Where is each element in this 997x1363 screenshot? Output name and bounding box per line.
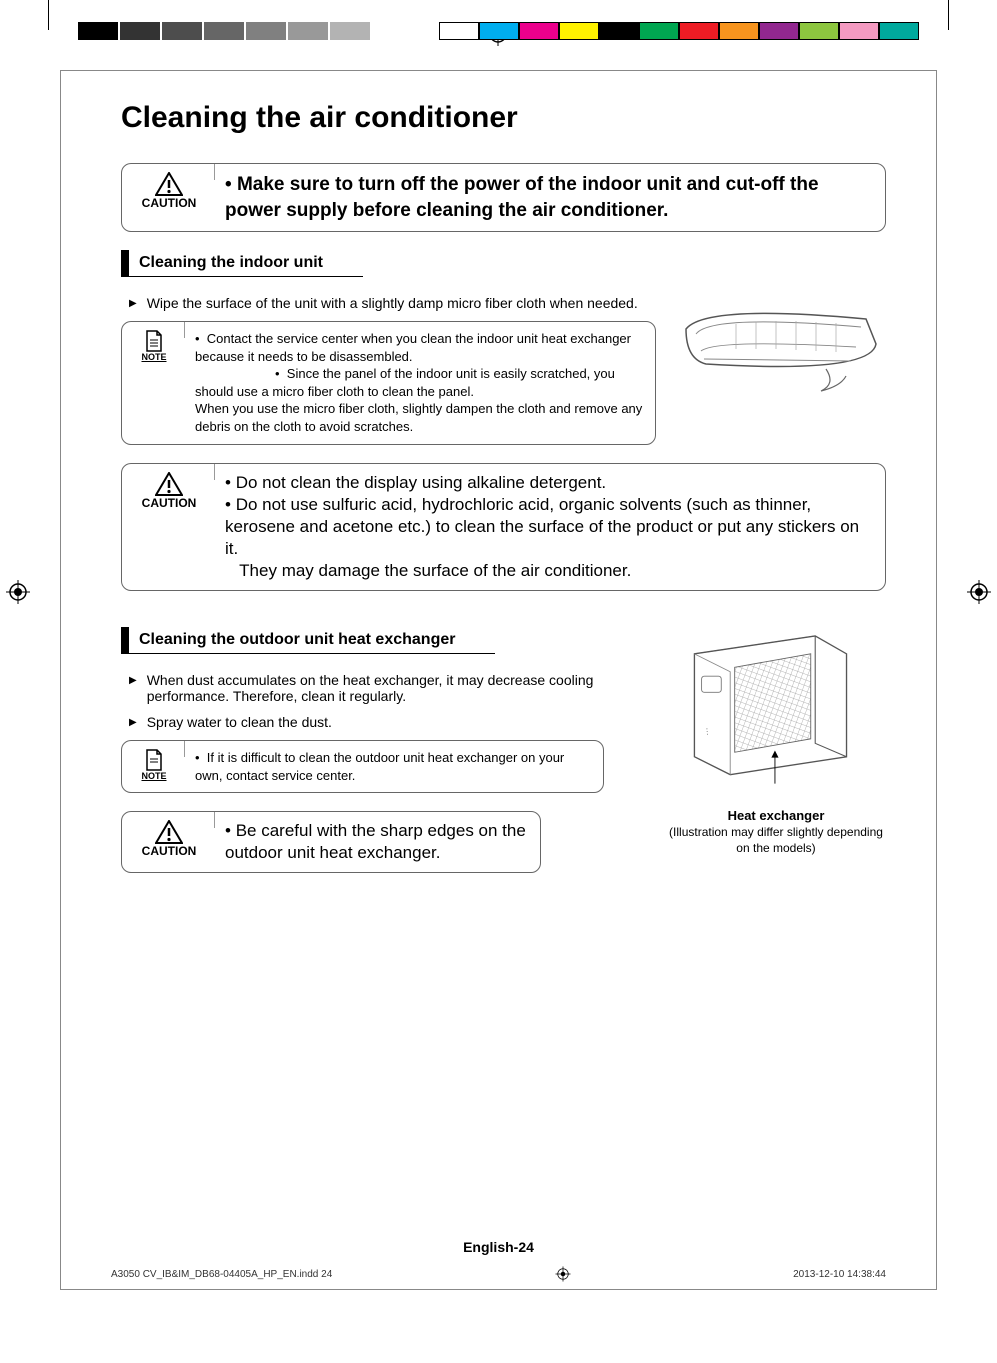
crop-mark: [48, 0, 49, 30]
bullet-text: Wipe the surface of the unit with a slig…: [147, 295, 638, 311]
note-icon: [144, 330, 164, 352]
section2-text-col: Cleaning the outdoor unit heat exchanger…: [121, 627, 646, 891]
warning-icon: [155, 472, 183, 496]
registration-mark-icon: [6, 580, 30, 604]
note-text: If it is difficult to clean the outdoor …: [195, 750, 564, 783]
note-label-text: NOTE: [141, 352, 166, 362]
note-icon: [144, 749, 164, 771]
caution-label: CAUTION: [134, 172, 204, 210]
caption-text: (Illustration may differ slightly depend…: [669, 825, 883, 855]
bullet-wipe-surface: Wipe the surface of the unit with a slig…: [129, 295, 656, 311]
crop-mark: [948, 0, 949, 30]
grayscale-bars: [78, 22, 370, 40]
divider: [214, 812, 215, 828]
divider: [214, 464, 215, 480]
section-header-indoor: Cleaning the indoor unit: [121, 250, 363, 277]
note-box-outdoor: NOTE • If it is difficult to clean the o…: [121, 740, 604, 793]
note-item: When you use the micro fiber cloth, slig…: [195, 401, 642, 434]
caution-text: • Make sure to turn off the power of the…: [225, 172, 873, 223]
print-marks-top: [0, 0, 997, 50]
outdoor-unit-illustration-col: ⋮ Heat exchanger (Illustration may diffe…: [666, 627, 886, 856]
outdoor-unit-illustration: ⋮: [666, 627, 866, 797]
caution-box-chemicals: CAUTION • Do not clean the display using…: [121, 463, 886, 591]
caution-label-text: CAUTION: [142, 844, 197, 858]
footer-filename: A3050 CV_IB&IM_DB68-04405A_HP_EN.indd 24: [111, 1269, 332, 1280]
caution-text: Be careful with the sharp edges on the o…: [225, 821, 526, 862]
bullet-spray: Spray water to clean the dust.: [129, 714, 646, 730]
indoor-unit-illustration: [676, 289, 886, 399]
caution-label: CAUTION: [134, 472, 204, 510]
caution-body: • Do not clean the display using alkalin…: [225, 472, 873, 582]
caution-label-text: CAUTION: [142, 496, 197, 510]
footer-meta: A3050 CV_IB&IM_DB68-04405A_HP_EN.indd 24…: [111, 1265, 886, 1283]
caution-body: • Be careful with the sharp edges on the…: [225, 820, 528, 864]
divider: [184, 322, 185, 338]
registration-mark-icon: [554, 1265, 572, 1283]
caution-item: Do not clean the display using alkaline …: [236, 473, 606, 492]
caution-text-content: Make sure to turn off the power of the i…: [225, 174, 819, 221]
warning-icon: [155, 172, 183, 196]
registration-mark-icon: [967, 580, 991, 604]
caption-bold: Heat exchanger: [728, 808, 825, 823]
caution-label-text: CAUTION: [142, 196, 197, 210]
divider: [184, 741, 185, 757]
caution-label: CAUTION: [134, 820, 204, 858]
note-body: • Contact the service center when you cl…: [195, 330, 643, 435]
footer-date: 2013-12-10 14:38:44: [793, 1269, 886, 1280]
section1-text-col: Wipe the surface of the unit with a slig…: [121, 289, 656, 462]
bullet-text: When dust accumulates on the heat exchan…: [147, 672, 646, 704]
note-item: Since the panel of the indoor unit is ea…: [195, 366, 615, 399]
caution-item: They may damage the surface of the air c…: [239, 561, 631, 580]
warning-icon: [155, 820, 183, 844]
divider: [214, 164, 215, 180]
svg-text:⋮: ⋮: [703, 727, 712, 737]
caution-box-sharp-edges: CAUTION • Be careful with the sharp edge…: [121, 811, 541, 873]
bullet-dust: When dust accumulates on the heat exchan…: [129, 672, 646, 704]
note-label-text: NOTE: [141, 771, 166, 781]
note-label: NOTE: [134, 330, 174, 362]
section-header-outdoor: Cleaning the outdoor unit heat exchanger: [121, 627, 495, 654]
bullet-text: Spray water to clean the dust.: [147, 714, 332, 730]
caution-box-power-off: CAUTION • Make sure to turn off the powe…: [121, 163, 886, 232]
page-body: Cleaning the air conditioner CAUTION • M…: [60, 70, 937, 1290]
color-bars: [439, 22, 919, 40]
page-title: Cleaning the air conditioner: [121, 101, 886, 135]
note-item: Contact the service center when you clea…: [195, 331, 631, 364]
note-box-indoor: NOTE • Contact the service center when y…: [121, 321, 656, 444]
note-label: NOTE: [134, 749, 174, 781]
indoor-unit-illustration-col: [676, 289, 886, 404]
note-body: • If it is difficult to clean the outdoo…: [195, 749, 591, 784]
section1-row: Wipe the surface of the unit with a slig…: [121, 289, 886, 462]
page-number: English-24: [61, 1239, 936, 1255]
outdoor-unit-caption: Heat exchanger (Illustration may differ …: [666, 808, 886, 856]
section2-row: Cleaning the outdoor unit heat exchanger…: [121, 627, 886, 891]
caution-item: Do not use sulfuric acid, hydrochloric a…: [225, 495, 859, 558]
